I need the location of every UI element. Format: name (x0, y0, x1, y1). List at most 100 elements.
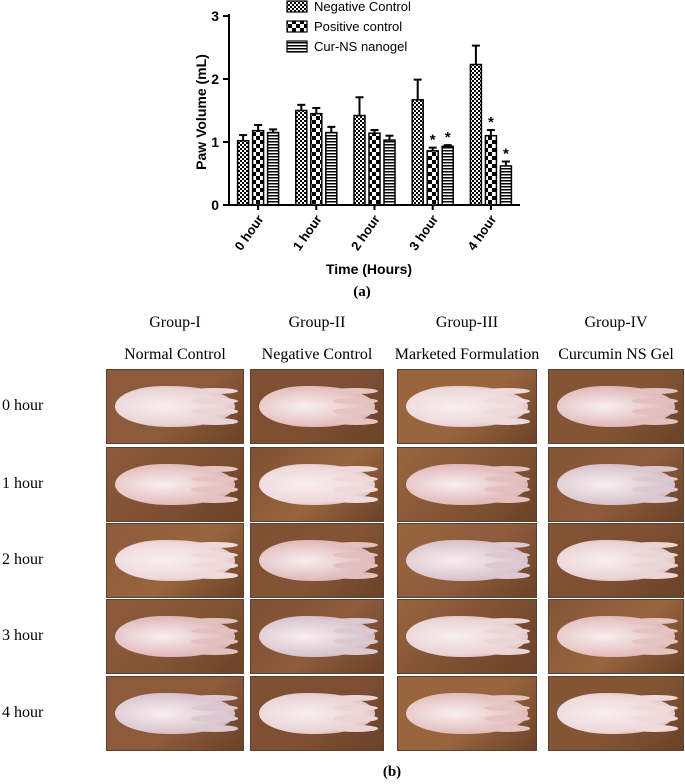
paw-toe (483, 714, 531, 722)
paw-toe (191, 648, 238, 655)
bar-4-hour-series-2 (499, 165, 513, 206)
bar-0-hour-series-1 (251, 129, 265, 206)
paw-toe (191, 551, 238, 559)
paw-toe (483, 627, 531, 635)
paw-toe (191, 387, 238, 395)
legend-label: Positive control (314, 19, 402, 34)
paw-toe (483, 694, 531, 702)
x-tick-label: 1 hour (290, 212, 325, 253)
bar-2-hour-series-0 (353, 114, 366, 206)
paw-photo (397, 599, 537, 674)
paw-toe (332, 627, 378, 635)
paw-photo (106, 599, 244, 674)
paw-toe (332, 465, 378, 473)
significance-marker: * (503, 146, 509, 163)
x-tick-label: 0 hour (231, 212, 266, 253)
paw-toe (632, 551, 678, 559)
paw-toe (632, 496, 678, 503)
bar-0-hour-series-0 (236, 139, 250, 206)
paw-toe (632, 407, 678, 415)
chart-legend: Negative Control Positive control Cur-NS n… (286, 0, 411, 54)
paw-toe (332, 694, 378, 702)
group-name: Group-II (288, 314, 346, 331)
paw-toe (483, 725, 531, 732)
group-name: Group-I (149, 314, 201, 331)
bar-3-hour-series-1 (426, 150, 439, 206)
paw-toe (632, 541, 678, 549)
paw-toe (332, 496, 378, 503)
paw-toe (332, 725, 378, 732)
group-description: Negative Control (261, 346, 373, 363)
y-tick-label: 0 (211, 197, 219, 213)
y-tick-label: 1 (211, 134, 219, 150)
paw-photo (548, 447, 684, 522)
x-tick-label: 3 hour (406, 212, 441, 253)
paw-photo (397, 369, 537, 444)
row-label: 1 hour (2, 475, 44, 492)
paw-toe (191, 637, 238, 645)
paw-toe (332, 397, 378, 405)
paw-toe (632, 694, 678, 702)
x-tick-label: 2 hour (348, 212, 383, 253)
group-name: Group-III (435, 314, 499, 331)
paw-toe (191, 572, 238, 579)
significance-marker: * (445, 129, 451, 146)
paw-toe (632, 397, 678, 405)
paw-toe (332, 485, 378, 493)
paw-photo (106, 369, 244, 444)
bar-1-hour-series-2 (325, 131, 338, 206)
paw-photo (548, 369, 684, 444)
bar-0-hour-series-2 (266, 131, 280, 206)
bar-2-hour-series-2 (383, 139, 396, 206)
significance-marker: * (488, 114, 494, 131)
paw-toe (191, 704, 238, 712)
paw-toe (191, 541, 238, 549)
paw-toe (332, 387, 378, 395)
chart-svg: Negative Control Positive control Cur-NS n… (193, 0, 520, 277)
paw-toe (632, 637, 678, 645)
paw-toe (332, 407, 378, 415)
paw-toe (483, 465, 531, 473)
paw-toe (483, 617, 531, 625)
paw-toe (191, 418, 238, 425)
paw-photo (106, 447, 244, 522)
paw-toe (332, 561, 378, 569)
paw-toe (483, 475, 531, 483)
row-label: 3 hour (2, 627, 44, 644)
paw-photo (106, 676, 244, 751)
paw-toe (632, 704, 678, 712)
row-label: 4 hour (2, 704, 44, 721)
paw-toe (632, 387, 678, 395)
paw-toe (632, 475, 678, 483)
paw-toe (191, 496, 238, 503)
legend-label: Negative Control (314, 0, 411, 14)
significance-marker: * (430, 132, 436, 149)
paw-toe (632, 561, 678, 569)
paw-toe (483, 551, 531, 559)
paw-toe (332, 714, 378, 722)
paw-toe (483, 485, 531, 493)
group-description: Normal Control (124, 346, 226, 363)
paw-photo (250, 599, 384, 674)
legend-label: Cur-NS nanogel (314, 39, 407, 54)
paw-photo (397, 676, 537, 751)
paw-toe (191, 694, 238, 702)
paw-toe (632, 485, 678, 493)
legend-swatch (286, 40, 308, 53)
paw-toe (632, 418, 678, 425)
row-label: 2 hour (2, 551, 44, 568)
group-description: Marketed Formulation (394, 346, 540, 363)
panel-b-label: (b) (382, 764, 402, 780)
paw-toe (332, 648, 378, 655)
paw-toe (191, 485, 238, 493)
paw-toe (191, 561, 238, 569)
paw-toe (483, 561, 531, 569)
paw-toe (332, 704, 378, 712)
paw-toe (632, 572, 678, 579)
paw-toe (332, 617, 378, 625)
paw-photo (397, 447, 537, 522)
bar-4-hour-series-0 (469, 63, 483, 206)
paw-toe (332, 637, 378, 645)
y-tick-label: 2 (211, 71, 219, 87)
paw-toe (191, 725, 238, 732)
